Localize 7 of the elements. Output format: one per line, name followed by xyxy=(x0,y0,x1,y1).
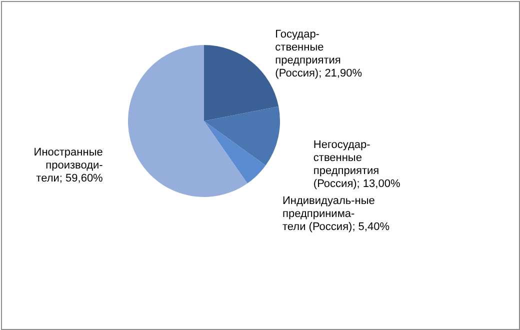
slice-label: Негосудар- ственные предприятия (Россия); 13,00% xyxy=(313,138,400,190)
slice-label: Государ- ственные предприятия (Россия); 21,90% xyxy=(275,28,362,80)
slice-label: Иностранные производи- тели; 59,60% xyxy=(34,146,104,185)
pie-slice xyxy=(128,45,248,197)
pie-slice xyxy=(204,121,266,184)
slice-label: Индивидуаль-ные предпринима- тели (Россия); 5,40% xyxy=(282,194,390,233)
pie-slice xyxy=(204,106,280,166)
